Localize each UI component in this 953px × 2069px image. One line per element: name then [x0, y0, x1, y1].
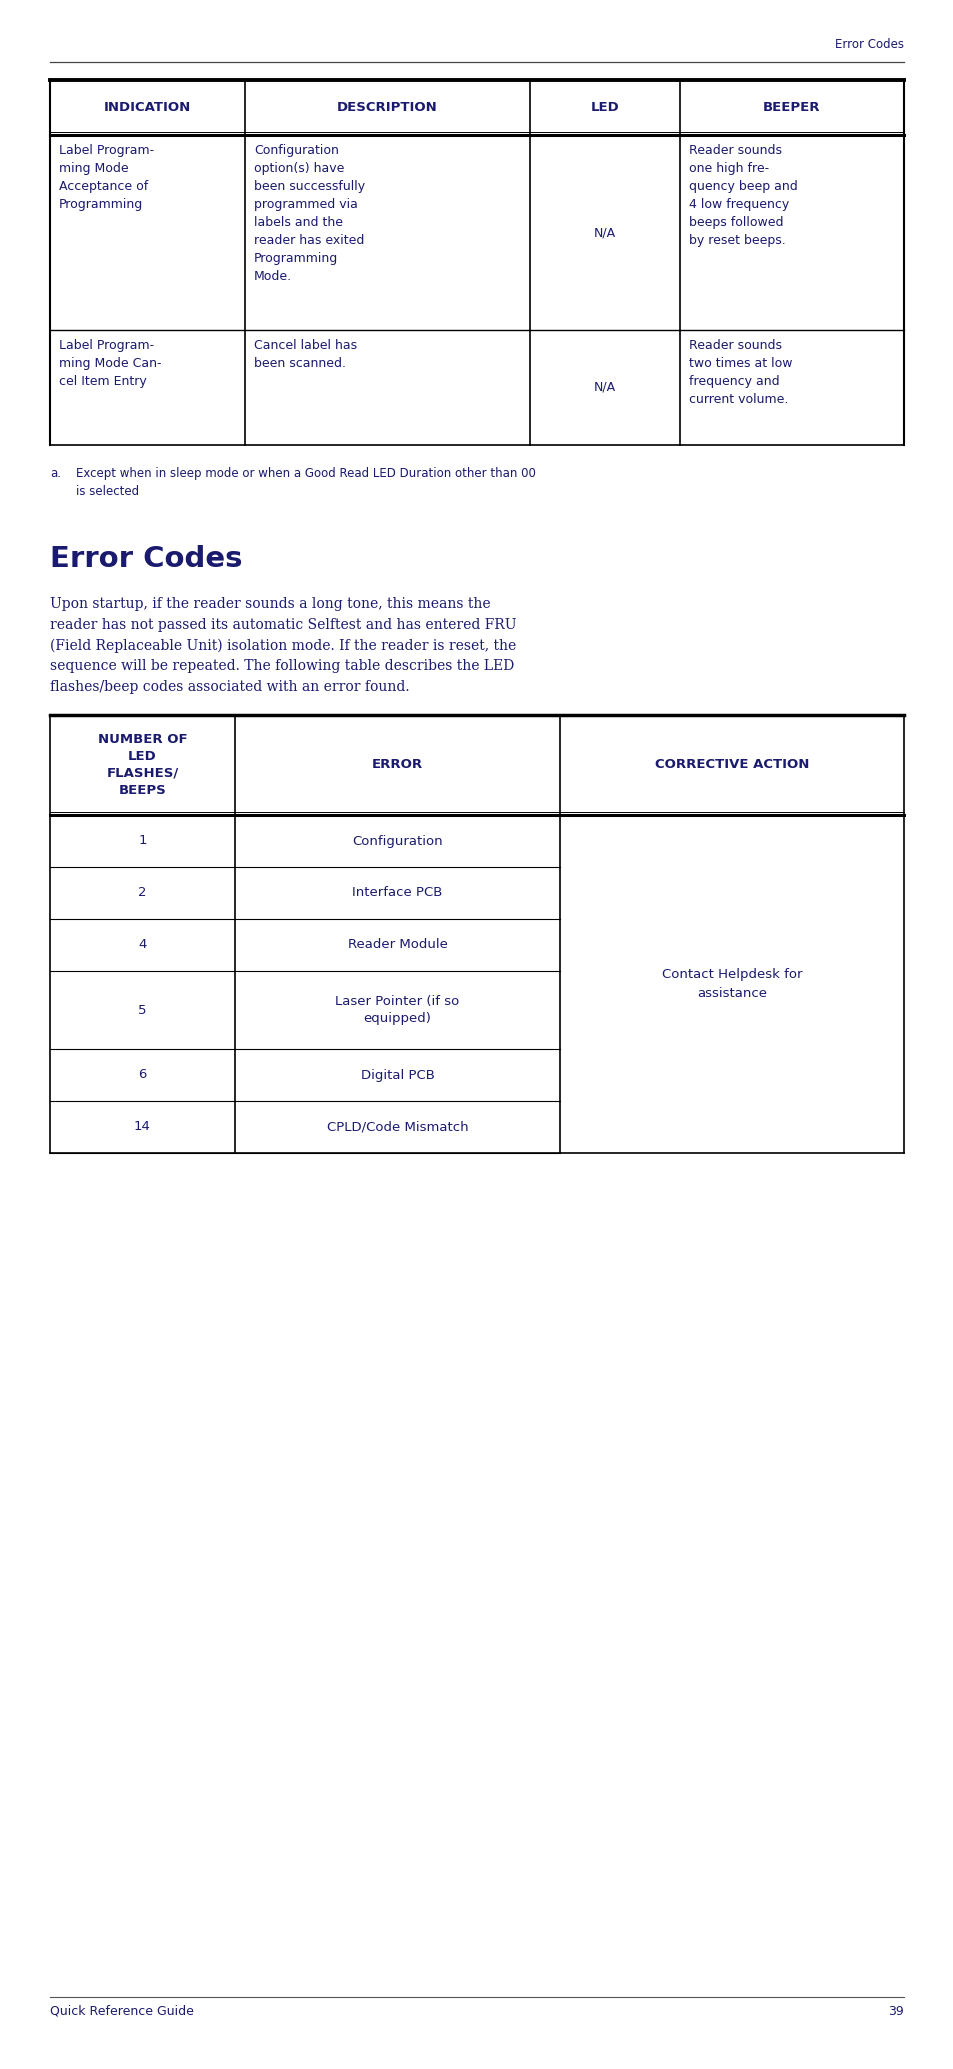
Text: Quick Reference Guide: Quick Reference Guide — [50, 2005, 193, 2017]
Text: Label Program-
ming Mode Can-
cel Item Entry: Label Program- ming Mode Can- cel Item E… — [59, 339, 161, 389]
Text: ERROR: ERROR — [372, 759, 422, 772]
Text: 39: 39 — [887, 2005, 903, 2017]
Text: Digital PCB: Digital PCB — [360, 1068, 434, 1082]
Text: Error Codes: Error Codes — [50, 544, 242, 573]
Text: NUMBER OF
LED
FLASHES/
BEEPS: NUMBER OF LED FLASHES/ BEEPS — [97, 732, 187, 797]
Text: Label Program-
ming Mode
Acceptance of
Programming: Label Program- ming Mode Acceptance of P… — [59, 145, 154, 211]
Text: Configuration: Configuration — [352, 834, 442, 848]
Text: 4: 4 — [138, 939, 147, 952]
Text: Reader Module: Reader Module — [347, 939, 447, 952]
Text: LED: LED — [590, 101, 618, 114]
Text: Interface PCB: Interface PCB — [352, 886, 442, 900]
Text: CORRECTIVE ACTION: CORRECTIVE ACTION — [654, 759, 808, 772]
Text: 1: 1 — [138, 834, 147, 848]
Text: Cancel label has
been scanned.: Cancel label has been scanned. — [253, 339, 356, 370]
Text: INDICATION: INDICATION — [104, 101, 191, 114]
Text: N/A: N/A — [594, 226, 616, 240]
Text: 5: 5 — [138, 1003, 147, 1016]
Text: DESCRIPTION: DESCRIPTION — [336, 101, 437, 114]
Text: 2: 2 — [138, 886, 147, 900]
Text: N/A: N/A — [594, 381, 616, 393]
Text: Upon startup, if the reader sounds a long tone, this means the
reader has not pa: Upon startup, if the reader sounds a lon… — [50, 598, 516, 693]
Text: BEEPER: BEEPER — [762, 101, 820, 114]
Text: a.: a. — [50, 468, 61, 480]
Text: Laser Pointer (if so
equipped): Laser Pointer (if so equipped) — [335, 995, 459, 1024]
Text: Reader sounds
two times at low
frequency and
current volume.: Reader sounds two times at low frequency… — [688, 339, 792, 406]
Text: Contact Helpdesk for
assistance: Contact Helpdesk for assistance — [661, 968, 801, 999]
Text: Configuration
option(s) have
been successfully
programmed via
labels and the
rea: Configuration option(s) have been succes… — [253, 145, 365, 283]
Text: Error Codes: Error Codes — [834, 37, 903, 52]
Text: Reader sounds
one high fre-
quency beep and
4 low frequency
beeps followed
by re: Reader sounds one high fre- quency beep … — [688, 145, 797, 246]
Text: 6: 6 — [138, 1068, 147, 1082]
Text: Except when in sleep mode or when a Good Read LED Duration other than 00
is sele: Except when in sleep mode or when a Good… — [76, 468, 536, 499]
Text: CPLD/Code Mismatch: CPLD/Code Mismatch — [326, 1121, 468, 1134]
Text: 14: 14 — [134, 1121, 151, 1134]
